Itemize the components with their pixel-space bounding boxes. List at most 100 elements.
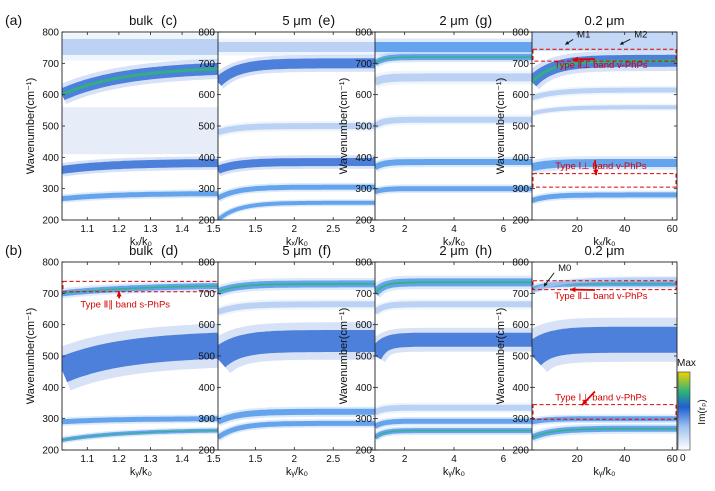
panel-letter-g: (g) [475, 12, 492, 28]
panel-letter-d: (d) [161, 242, 178, 258]
annotation-arrowhead-1 [593, 169, 599, 176]
y-axis-label: Wavenumber(cm⁻¹) [495, 308, 507, 404]
band-core-0 [62, 285, 220, 295]
y-tick-label-300: 300 [512, 184, 529, 195]
plot-content-d [218, 277, 376, 441]
x-axis-label: kᵧ/k₀ [593, 466, 615, 478]
y-tick-label-200: 200 [42, 446, 59, 457]
x-tick-label-2: 60 [667, 454, 679, 465]
band-4 [218, 420, 376, 440]
y-tick-label-500: 500 [198, 122, 215, 133]
panel-letter-h: (h) [475, 242, 492, 258]
band-3 [375, 116, 533, 129]
band-1 [532, 277, 677, 294]
colorbar-min-label: 0 [680, 453, 686, 464]
marker-arrowhead-0 [543, 282, 548, 287]
y-tick-label-300: 300 [512, 414, 529, 425]
panel-g: 200 300 400 500 600 700 800 20 40 60 kₓ/k₀ Wavenumb… [475, 12, 678, 248]
band-2 [532, 326, 677, 366]
panel-f: 200 300 400 500 600 700 800 2 4 6 kᵧ/k₀ Wavenumber(… [318, 242, 534, 478]
band-5 [218, 200, 376, 220]
x-axis-label: kₓ/k₀ [130, 236, 152, 248]
panel-title-b: bulk [129, 243, 153, 258]
y-tick-label-700: 700 [512, 59, 529, 70]
y-tick-label-600: 600 [355, 320, 372, 331]
plot-content-h [532, 275, 677, 443]
panel-d: 200 300 400 500 600 700 800 1.5 2 2.5 3 kᵧ/k₀ (d) 5 μ… [161, 242, 377, 478]
panel-title-d: 5 μm [282, 243, 311, 258]
x-tick-label-0: 1.1 [80, 224, 94, 235]
x-tick-label-0: 2 [402, 454, 408, 465]
y-tick-label-200: 200 [512, 446, 529, 457]
y-tick-label-800: 800 [198, 28, 215, 39]
y-tick-label-500: 500 [198, 352, 215, 363]
y-axis-label: Wavenumber(cm⁻¹) [25, 78, 37, 174]
x-tick-label-0: 1.1 [80, 454, 94, 465]
band-4 [532, 192, 677, 203]
x-tick-label-0: 20 [572, 224, 584, 235]
dashed-box-0 [532, 280, 677, 291]
band-3 [218, 158, 376, 174]
panel-title-f: 2 μm [439, 243, 468, 258]
x-tick-label-1: 4 [451, 224, 457, 235]
colorbar: Max 0 Im(rₚ) [677, 358, 708, 464]
y-tick-label-400: 400 [355, 153, 372, 164]
x-tick-label-0: 2 [402, 224, 408, 235]
y-tick-label-700: 700 [42, 289, 59, 300]
y-tick-label-500: 500 [42, 122, 59, 133]
panel-letter-b: (b) [5, 242, 22, 258]
y-tick-label-600: 600 [42, 320, 59, 331]
band-core-1 [62, 67, 220, 97]
y-tick-label-600: 600 [512, 320, 529, 331]
x-tick-label-3: 1.4 [175, 224, 189, 235]
x-tick-label-2: 6 [501, 454, 507, 465]
panel-title-c: 5 μm [282, 13, 311, 28]
y-tick-label-600: 600 [355, 90, 372, 101]
panel-title-a: bulk [129, 13, 153, 28]
band-1 [218, 58, 376, 86]
marker-arrowhead-1 [619, 41, 624, 45]
y-tick-label-400: 400 [42, 383, 59, 394]
dashed-box-1 [532, 404, 677, 420]
background-region [62, 107, 220, 155]
y-axis-label: Wavenumber(cm⁻¹) [25, 308, 37, 404]
y-tick-label-700: 700 [355, 59, 372, 70]
x-tick-label-2: 2.5 [326, 224, 340, 235]
x-axis-label: kᵧ/k₀ [130, 466, 152, 478]
x-tick-label-1: 4 [451, 454, 457, 465]
y-tick-label-700: 700 [512, 289, 529, 300]
y-tick-label-700: 700 [198, 289, 215, 300]
dashed-box-1 [532, 173, 677, 188]
x-axis-label: kᵧ/k₀ [286, 466, 308, 478]
y-tick-label-400: 400 [42, 153, 59, 164]
panel-letter-f: (f) [318, 242, 331, 258]
band-3 [218, 408, 376, 425]
marker-label-0: M1 [577, 29, 590, 40]
y-tick-label-800: 800 [355, 28, 372, 39]
band-3 [532, 159, 677, 172]
panel-b: 200 300 400 500 600 700 800 1.1 1.2 1.3 1.4 1.5 kᵧ/k… [5, 242, 221, 478]
band-core-3 [62, 430, 220, 441]
x-tick-label-4: 1.5 [207, 224, 221, 235]
band-2 [375, 73, 533, 86]
plot-content-c [218, 38, 376, 220]
y-tick-label-800: 800 [512, 258, 529, 269]
x-tick-label-1: 40 [619, 224, 631, 235]
band-3 [532, 416, 677, 425]
colorbar-title: Im(rₚ) [697, 399, 708, 424]
x-tick-label-4: 1.5 [207, 454, 221, 465]
band-1 [375, 301, 533, 315]
y-tick-label-400: 400 [355, 383, 372, 394]
panel-h: 200 300 400 500 600 700 800 20 40 60 kᵧ/k₀ Wavenumb… [475, 242, 678, 478]
panel-title-g: 0.2 μm [584, 13, 624, 28]
x-tick-label-3: 3 [369, 224, 375, 235]
x-axis-label: kₓ/k₀ [286, 236, 308, 248]
y-tick-label-500: 500 [355, 122, 372, 133]
y-tick-label-400: 400 [512, 153, 529, 164]
y-tick-label-500: 500 [512, 352, 529, 363]
annotation-text-1: Type Ⅰ⊥ band v-PhPs [555, 392, 647, 403]
y-tick-label-400: 400 [512, 383, 529, 394]
y-tick-label-300: 300 [42, 414, 59, 425]
y-tick-label-500: 500 [512, 122, 529, 133]
colorbar-max-label: Max [677, 358, 696, 369]
